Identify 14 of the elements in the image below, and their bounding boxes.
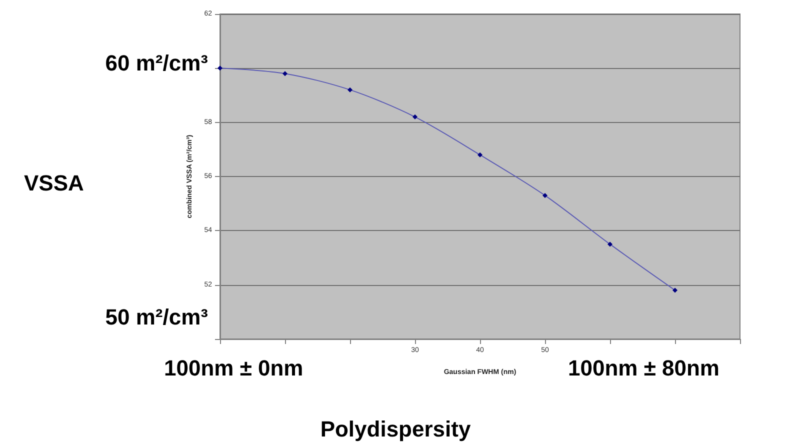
- text: 60 m²/cm³: [105, 50, 208, 76]
- text: 50 m²/cm³: [105, 304, 208, 330]
- text: 100nm ± 0nm: [164, 356, 304, 380]
- point: [478, 152, 482, 158]
- point: [348, 87, 352, 92]
- text: 100nm ± 80nm: [568, 356, 720, 380]
- point: [542, 192, 548, 198]
- point: [218, 66, 222, 71]
- point: [282, 71, 288, 76]
- point: [672, 288, 678, 293]
- text: Polydispersity: [320, 416, 472, 442]
- point: [412, 114, 418, 120]
- text: VSSA: [24, 170, 84, 196]
- point: [608, 242, 612, 247]
